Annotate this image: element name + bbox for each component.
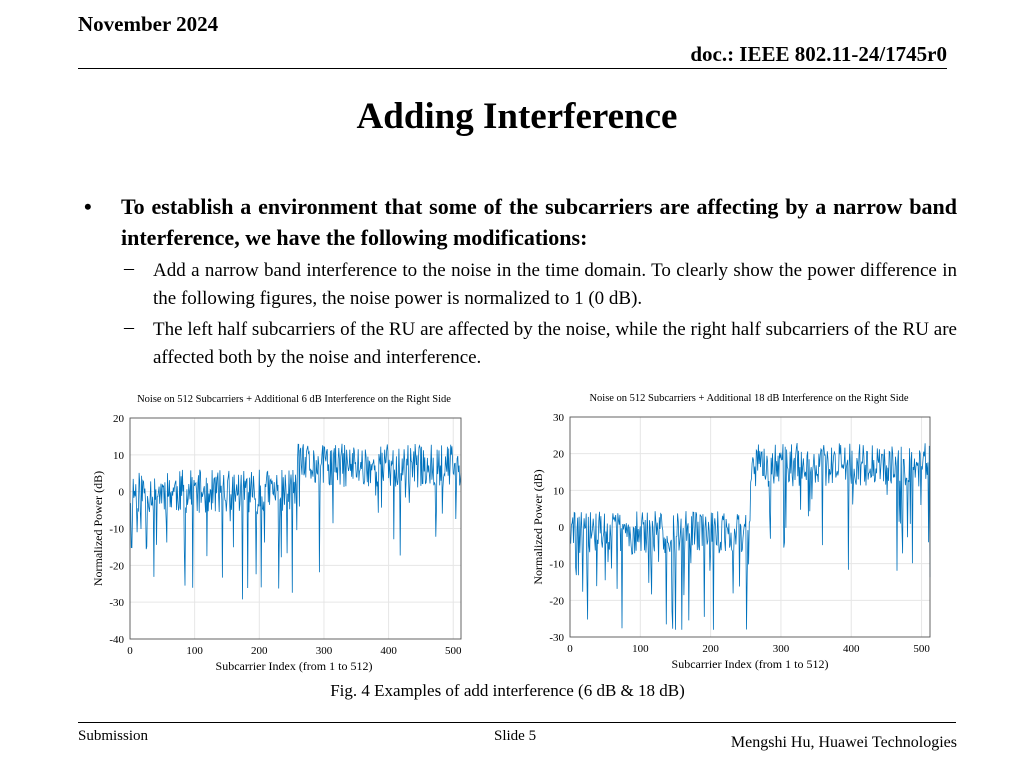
x-tick-label: 0	[567, 643, 573, 655]
x-tick-label: 0	[127, 645, 133, 657]
y-tick-label: -10	[549, 559, 564, 571]
x-tick-label: 500	[445, 645, 462, 657]
sub-bullet-dash: –	[124, 257, 134, 279]
footer-slide-number: Slide 5	[494, 728, 537, 744]
y-tick-label: -30	[109, 597, 124, 609]
y-tick-label: -20	[109, 560, 124, 572]
header-divider	[78, 68, 947, 69]
y-axis-label: Normalized Power (dB)	[91, 471, 105, 586]
footer-divider	[78, 722, 956, 723]
figure-caption: Fig. 4 Examples of add interference (6 d…	[330, 681, 685, 700]
x-tick-label: 200	[251, 645, 268, 657]
sub-bullet-text: The left half subcarriers of the RU are …	[153, 319, 957, 368]
chart-title: Noise on 512 Subcarriers + Additional 18…	[589, 393, 908, 404]
sub-bullet-text: Add a narrow band interference to the no…	[153, 260, 957, 309]
y-tick-label: 10	[553, 485, 565, 497]
footer-author: Mengshi Hu, Huawei Technologies	[730, 734, 957, 751]
chart-title: Noise on 512 Subcarriers + Additional 6 …	[137, 394, 451, 405]
sub-bullet-dash: –	[124, 316, 134, 338]
x-tick-label: 300	[773, 643, 790, 655]
x-tick-label: 500	[913, 643, 930, 655]
axes-box	[569, 416, 931, 638]
x-axis-label: Subcarrier Index (from 1 to 512)	[672, 657, 829, 671]
y-tick-label: -30	[549, 632, 564, 644]
y-tick-label: 0	[119, 487, 125, 499]
y-tick-label: 30	[553, 412, 565, 424]
x-tick-label: 300	[316, 645, 333, 657]
noise-trace	[570, 442, 931, 630]
slide-title: Adding Interference	[356, 96, 678, 137]
y-tick-label: -40	[109, 634, 124, 646]
bullet-symbol: •	[84, 194, 92, 219]
y-tick-label: -20	[549, 595, 564, 607]
header-date: November 2024	[78, 12, 219, 36]
y-tick-label: 10	[113, 450, 125, 462]
header-doc-id: doc.: IEEE 802.11-24/1745r0	[690, 42, 947, 66]
x-tick-label: 200	[702, 643, 719, 655]
x-tick-label: 400	[843, 643, 860, 655]
axes-box	[129, 417, 462, 640]
y-axis-label: Normalized Power (dB)	[531, 469, 545, 584]
main-bullet-text: To establish a environment that some of …	[121, 194, 957, 250]
x-tick-label: 100	[186, 645, 203, 657]
x-tick-label: 100	[632, 643, 649, 655]
y-tick-label: 20	[553, 449, 565, 461]
y-tick-label: -10	[109, 524, 124, 536]
y-tick-label: 0	[559, 522, 565, 534]
y-tick-label: 20	[113, 413, 125, 425]
noise-trace	[130, 443, 462, 600]
x-axis-label: Subcarrier Index (from 1 to 512)	[216, 659, 373, 673]
footer-submission: Submission	[78, 728, 149, 744]
x-tick-label: 400	[380, 645, 397, 657]
